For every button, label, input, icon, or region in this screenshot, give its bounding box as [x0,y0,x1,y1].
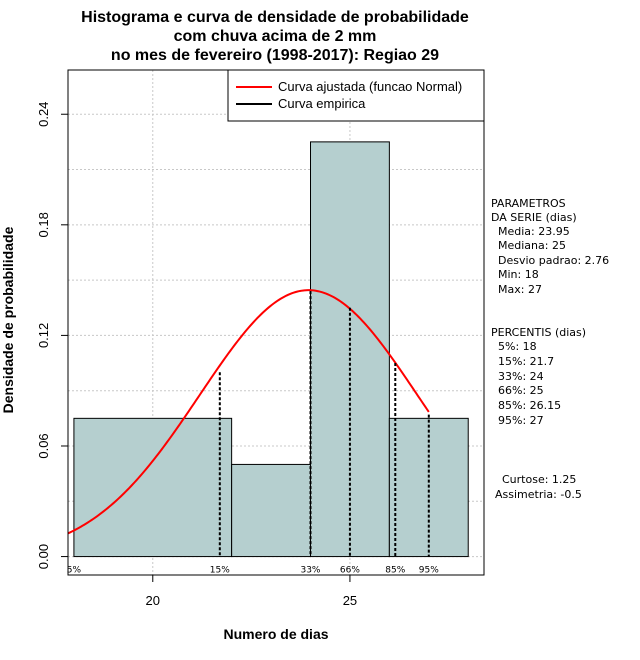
percentil-15: 15%: 21.7 [498,355,554,368]
param-mediana: Mediana: 25 [498,239,566,252]
x-axis-title: Numero de dias [223,626,328,642]
percentile-label-3: 66% [340,566,360,576]
chart-title-line-2: com chuva acima de 2 mm [174,28,377,45]
x-tick-label-0: 20 [146,593,160,608]
y-axis-title: Densidade de probabilidade [0,226,16,413]
percentil-66: 66%: 25 [498,384,544,397]
param-media: Media: 23.95 [498,225,570,238]
legend-label-empirica: Curva empirica [278,96,366,111]
histogram-bar-0 [73,417,233,558]
axes: 20 25 0.00 0.06 0.12 0.18 0.24 [36,102,357,608]
percentile-lines: 5% 15% 33% 66% 85% 95% [67,291,439,576]
percentile-label-1: 15% [210,566,230,576]
parametros-title-2: DA SERIE (dias) [491,211,577,224]
x-tick-label-1: 25 [343,593,357,608]
y-tick-label-4: 0.24 [36,102,51,127]
histogram-bars [73,141,469,558]
y-tick-label-1: 0.06 [36,433,51,458]
side-panel: PARAMETROS DA SERIE (dias) Media: 23.95 … [491,197,609,501]
percentis-title: PERCENTIS (dias) [491,326,586,339]
parametros-title-1: PARAMETROS [491,197,566,210]
percentil-33: 33%: 24 [498,370,544,383]
normal-curve-layer [67,289,430,535]
legend-label-normal: Curva ajustada (funcao Normal) [278,79,462,94]
curtose-value: Curtose: 1.25 [502,473,576,486]
percentile-label-4: 85% [385,566,405,576]
y-tick-label-3: 0.18 [36,212,51,237]
legend: Curva ajustada (funcao Normal) Curva emp… [227,69,485,122]
percentile-label-0: 5% [67,566,82,576]
param-desvio: Desvio padrao: 2.76 [498,254,609,267]
param-min: Min: 18 [498,268,539,281]
percentil-5: 5%: 18 [498,340,537,353]
y-tick-label-2: 0.12 [36,323,51,348]
legend-box [227,69,485,122]
percentile-label-2: 33% [300,566,320,576]
normal-curve [67,289,430,535]
chart-title-line-1: Histograma e curva de densidade de proba… [81,9,469,26]
histogram-bar-1 [231,463,312,558]
assimetria-value: Assimetria: -0.5 [495,488,582,501]
chart-title-line-3: no mes de fevereiro (1998-2017): Regiao … [111,47,439,64]
percentil-85: 85%: 26.15 [498,399,561,412]
percentile-label-5: 95% [419,566,439,576]
param-max: Max: 27 [498,283,542,296]
percentil-95: 95%: 27 [498,414,544,427]
y-tick-label-0: 0.00 [36,544,51,569]
